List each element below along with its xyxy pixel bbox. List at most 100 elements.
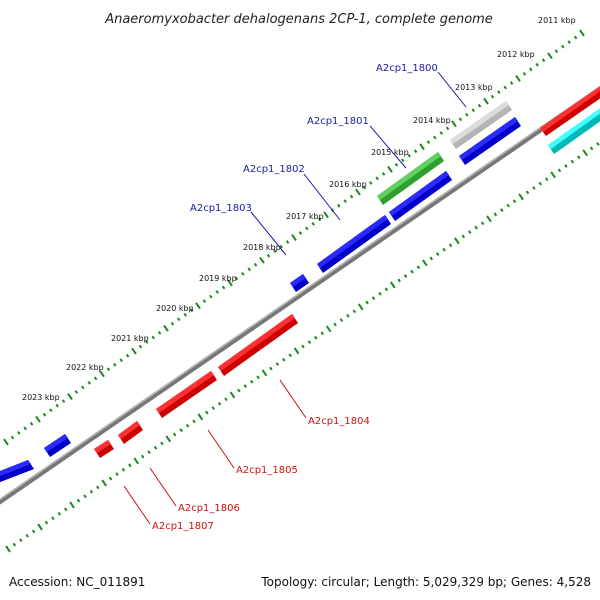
minor-tick <box>211 406 215 410</box>
gene-forward-segment[interactable] <box>459 117 521 165</box>
minor-tick <box>413 149 418 154</box>
gene-a2cp1-1801[interactable] <box>377 152 444 205</box>
gene-label-a2cp1-1806[interactable]: A2cp1_1806 <box>178 503 240 514</box>
minor-tick <box>442 247 446 252</box>
major-tick <box>37 523 43 531</box>
minor-tick <box>439 131 443 135</box>
gene-a2cp1-1807[interactable] <box>94 440 114 458</box>
minor-tick <box>285 240 290 244</box>
minor-tick <box>497 90 501 94</box>
minor-tick <box>305 226 309 231</box>
minor-tick <box>362 185 367 190</box>
minor-tick <box>554 49 559 54</box>
tick-label: 2016 kbp <box>329 180 367 189</box>
minor-tick <box>17 431 21 435</box>
minor-tick <box>522 72 527 76</box>
minor-tick <box>209 294 213 299</box>
tick-label: 2011 kbp <box>538 16 576 25</box>
minor-tick <box>490 94 495 99</box>
minor-tick <box>435 252 440 256</box>
major-tick <box>291 234 297 241</box>
gene-a2cp1-1806[interactable] <box>118 421 143 444</box>
minor-tick <box>474 225 478 230</box>
minor-tick <box>63 507 68 512</box>
minor-tick <box>157 331 162 335</box>
gene-forward-small[interactable] <box>290 274 309 292</box>
gene-label-a2cp1-1804[interactable]: A2cp1_1804 <box>308 416 370 427</box>
minor-tick <box>529 67 533 72</box>
minor-tick <box>458 117 463 122</box>
minor-tick <box>83 494 87 499</box>
genome-backbone <box>0 85 600 505</box>
minor-tick <box>106 367 111 372</box>
minor-tick <box>55 403 59 408</box>
minor-tick <box>29 421 34 426</box>
minor-tick <box>288 353 292 358</box>
gene-label-a2cp1-1807[interactable]: A2cp1_1807 <box>152 521 214 532</box>
minor-tick <box>314 335 318 340</box>
gene-a2cp1-1802[interactable] <box>389 171 452 221</box>
major-tick <box>5 545 11 553</box>
major-tick <box>133 457 140 465</box>
minor-tick <box>275 362 280 366</box>
minor-tick <box>140 454 145 459</box>
minor-tick <box>243 384 248 388</box>
gene-label-a2cp1-1800[interactable]: A2cp1_1800 <box>376 63 438 74</box>
minor-tick <box>179 428 183 433</box>
gene-a2cp1-1800[interactable] <box>450 101 512 149</box>
tick-labels: 2011 kbp 2012 kbp 2013 kbp 2014 kbp 2015… <box>22 16 576 402</box>
minor-tick <box>183 312 187 317</box>
minor-tick <box>147 450 151 455</box>
gene-reverse-top-right[interactable] <box>540 83 600 136</box>
minor-tick <box>333 322 337 327</box>
gene-label-a2cp1-1801[interactable]: A2cp1_1801 <box>307 116 369 127</box>
minor-tick <box>506 203 510 208</box>
minor-tick <box>426 140 431 144</box>
major-tick <box>451 120 457 128</box>
minor-tick <box>189 308 194 313</box>
major-tick <box>483 97 489 105</box>
gene-cyan[interactable] <box>548 105 600 154</box>
minor-tick <box>573 35 578 40</box>
minor-tick <box>394 162 399 167</box>
accession-text: Accession: NC_011891 <box>9 575 145 589</box>
inner-tick-ring <box>5 142 600 553</box>
minor-tick <box>410 269 414 274</box>
minor-tick <box>10 435 15 440</box>
major-tick <box>582 149 589 157</box>
minor-tick <box>589 146 594 151</box>
minor-tick <box>12 542 17 547</box>
major-tick <box>261 369 268 377</box>
gene-label-a2cp1-1802[interactable]: A2cp1_1802 <box>243 164 305 175</box>
minor-tick <box>311 222 315 226</box>
minor-tick <box>87 381 91 385</box>
minor-tick <box>532 186 536 190</box>
gene-a2cp1-1805[interactable] <box>156 371 217 418</box>
minor-tick <box>44 520 49 525</box>
minor-tick <box>282 357 286 362</box>
tick-label: 2012 kbp <box>497 50 535 59</box>
minor-tick <box>471 108 475 113</box>
minor-tick <box>153 445 158 450</box>
minor-tick <box>403 274 408 278</box>
major-tick <box>131 347 137 355</box>
minor-tick <box>269 366 273 371</box>
tick-label: 2019 kbp <box>199 274 237 283</box>
minor-tick <box>480 221 485 226</box>
gene-label-a2cp1-1805[interactable]: A2cp1_1805 <box>236 465 298 476</box>
label-leaders <box>123 71 467 525</box>
minor-tick <box>217 401 222 406</box>
gene-a2cp1-1804[interactable] <box>218 314 298 376</box>
gene-a2cp1-1803[interactable] <box>317 215 391 273</box>
minor-tick <box>346 313 350 318</box>
minor-tick <box>381 172 386 176</box>
minor-tick <box>371 296 376 300</box>
minor-tick <box>349 194 354 199</box>
gene-forward-left-2[interactable] <box>0 460 34 484</box>
gene-label-a2cp1-1803[interactable]: A2cp1_1803 <box>190 203 252 214</box>
minor-tick <box>273 249 277 253</box>
minor-tick <box>237 388 241 393</box>
gene-forward-left-1[interactable] <box>44 434 71 457</box>
outer-tick-ring <box>3 29 585 446</box>
